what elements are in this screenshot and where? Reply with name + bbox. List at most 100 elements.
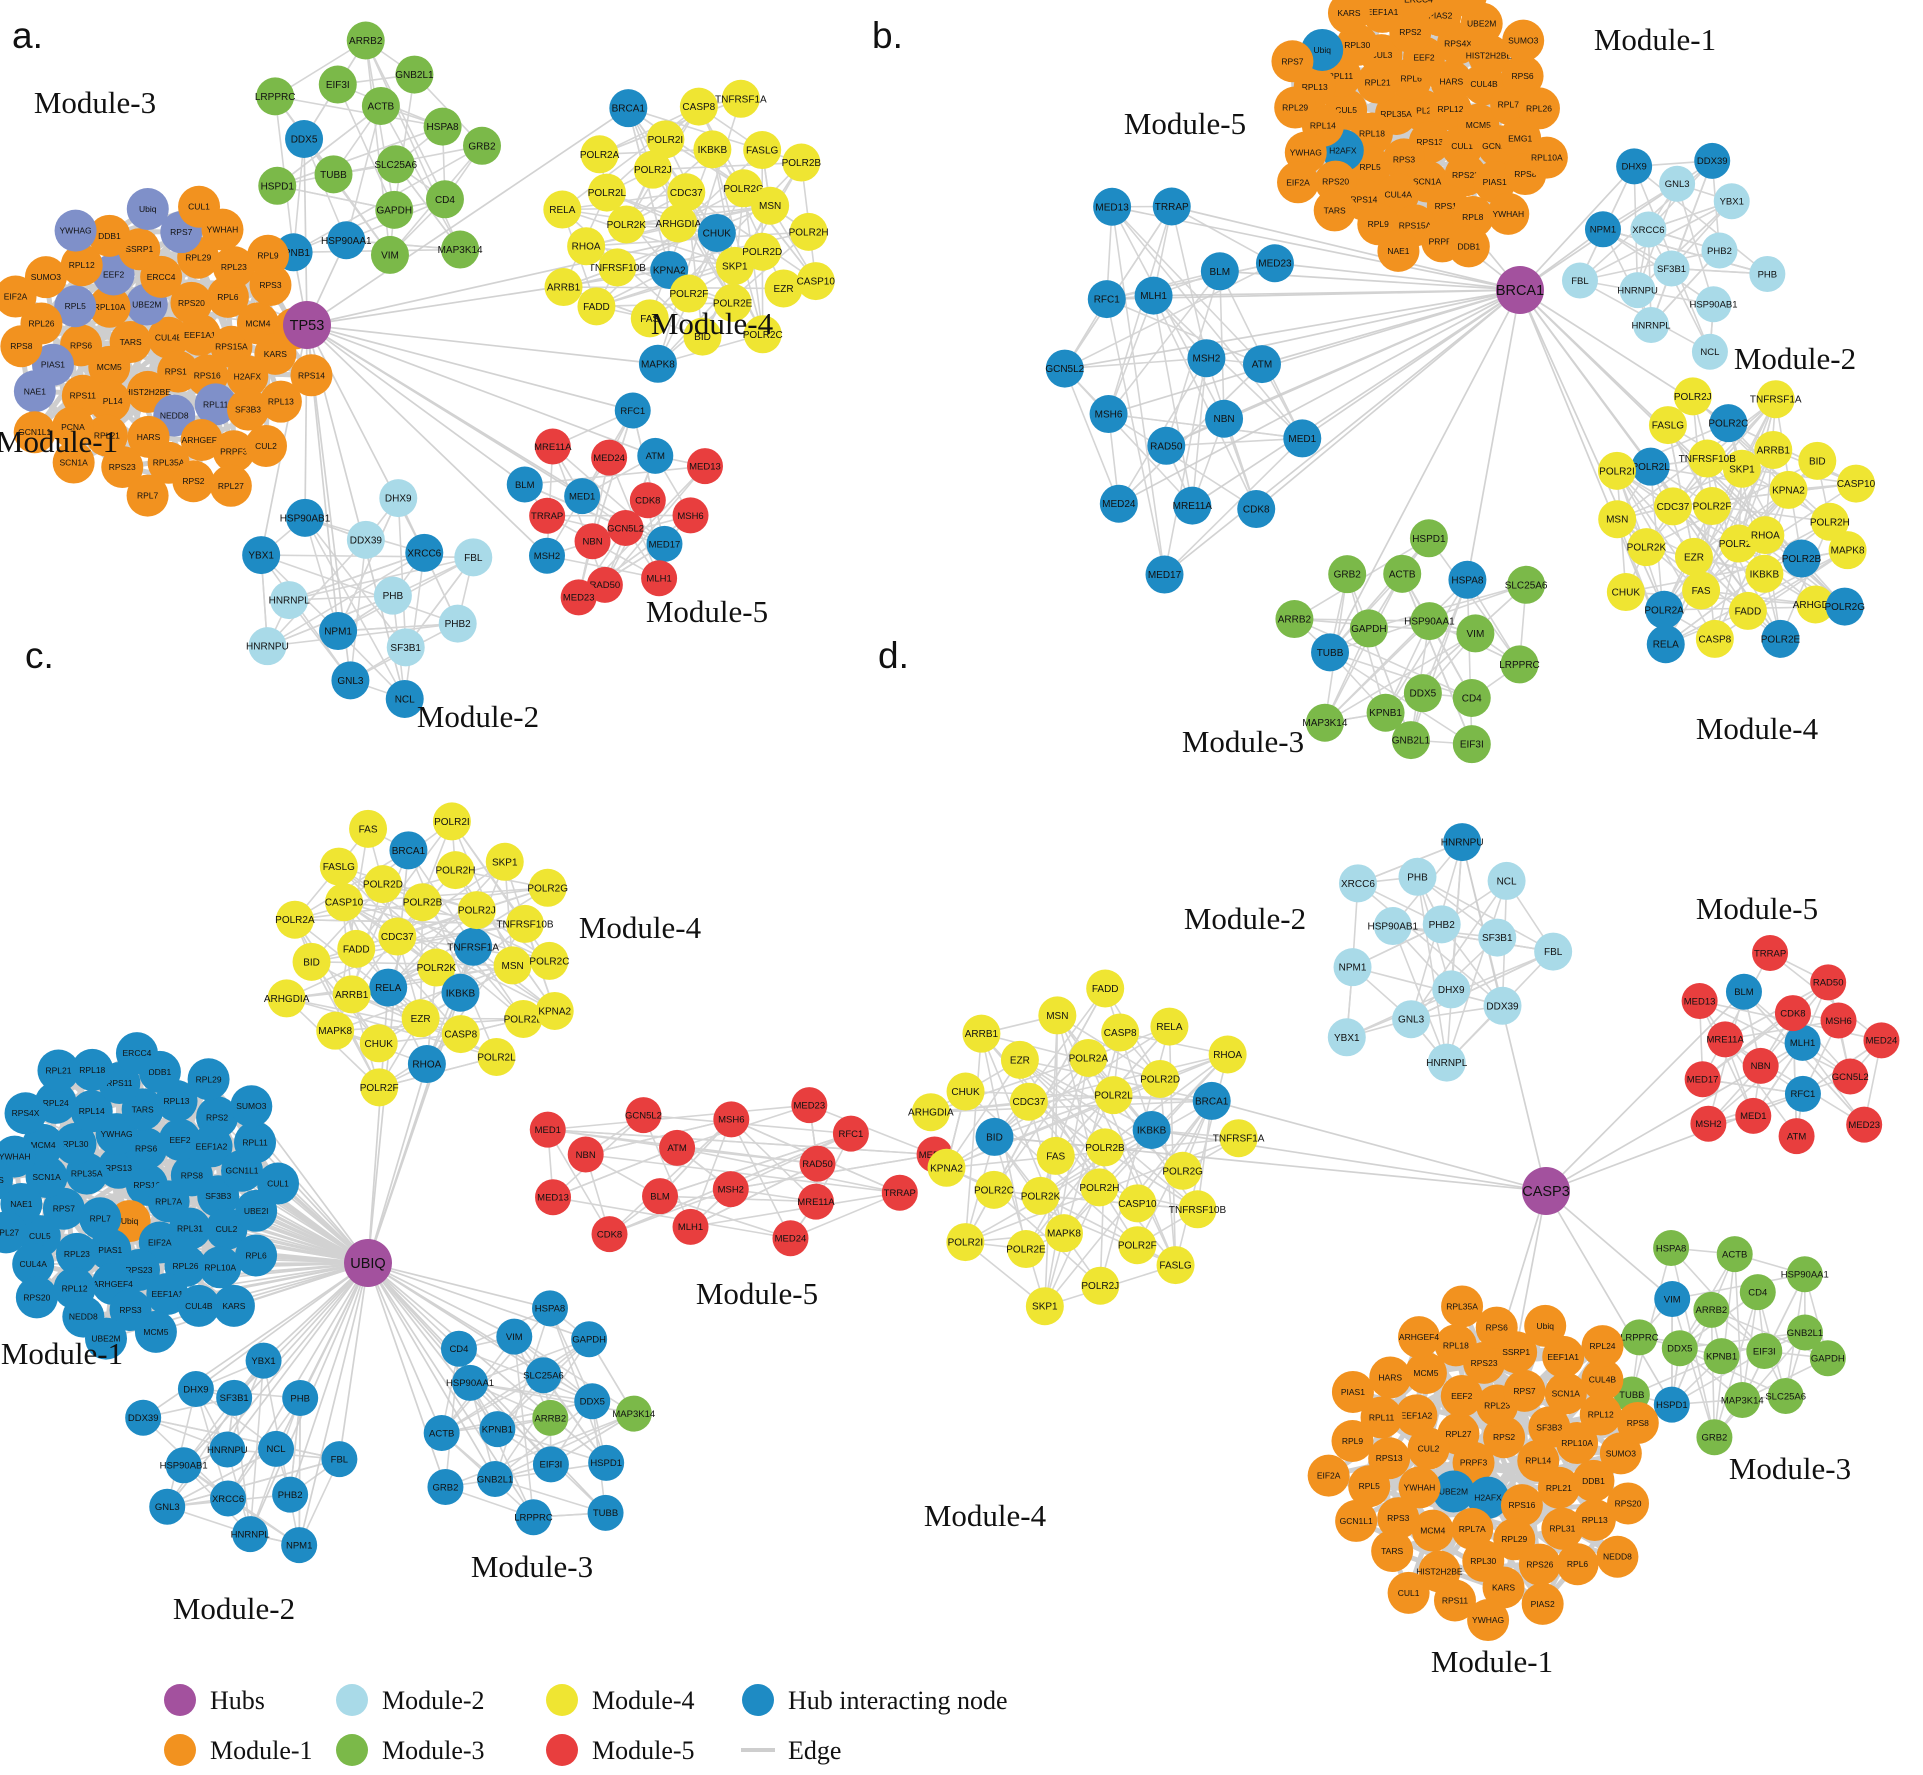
node-CHUK: CHUK (697, 213, 736, 252)
node-label: YWHAG (60, 226, 92, 236)
node-MLH1: MLH1 (1134, 276, 1173, 315)
node-RPS20: RPS20 (15, 1276, 58, 1319)
node-label: POLR2A (1644, 605, 1684, 616)
node-UBE2M: UBE2M (1432, 1470, 1475, 1513)
node-ATM: ATM (1242, 345, 1281, 384)
node-label: FAS (359, 824, 378, 835)
node-HNRNPL: HNRNPL (1632, 307, 1671, 344)
node-label: MSH2 (534, 551, 560, 562)
node-label: MCM5 (97, 362, 122, 372)
panel-b-nodes: MSH2 RAD50 MLH1 NBN MSH6 BLM MRE11A RFC1 ATM MED2… (1045, 0, 1876, 764)
node-label: HSP90AA1 (446, 1378, 494, 1389)
node-MED13: MED13 (1093, 187, 1132, 226)
node-NCL: NCL (1691, 333, 1728, 370)
node-RPS8: RPS8 (1616, 1401, 1659, 1444)
node-EIF3I: EIF3I (1746, 1333, 1783, 1370)
node-label: POLR2D (742, 247, 782, 258)
node-label: UBE2I (244, 1206, 269, 1216)
legend-label: Hubs (210, 1686, 265, 1715)
node-label: TNFRSF10B (1169, 1205, 1227, 1216)
module-4-swatch (546, 1684, 578, 1716)
node-FASLG: FASLG (1648, 406, 1687, 445)
node-MED17: MED17 (646, 525, 683, 562)
node-label: EEF1A2 (196, 1141, 228, 1151)
node-label: EEF1A1 (184, 330, 216, 340)
node-label: GNB2L1 (1392, 736, 1431, 747)
hub-label: UBIQ (350, 1256, 385, 1272)
node-label: RPS26 (1526, 1560, 1553, 1570)
node-HSP90AB1: HSP90AB1 (280, 498, 331, 537)
node-label: MSN (759, 201, 781, 212)
node-label: NEDD8 (69, 1312, 98, 1322)
node-label: SCN1A (32, 1172, 61, 1182)
node-DDX5: DDX5 (285, 120, 324, 159)
node-RPL7: RPL7 (126, 474, 169, 517)
node-RPS7: RPS7 (1271, 40, 1314, 83)
node-label: MCM5 (143, 1327, 168, 1337)
node-POLR2E: POLR2E (713, 283, 753, 322)
node-RPL11: RPL11 (1360, 1396, 1403, 1439)
node-label: PIAS1 (41, 360, 65, 370)
node-label: HSP90AA1 (1404, 617, 1455, 628)
node-BLM: BLM (1725, 973, 1762, 1010)
node-label: MRE11A (1706, 1035, 1744, 1046)
node-label: DHX9 (183, 1384, 208, 1395)
panel-d-nodes: PHB2 DHX9 HSP90AB1 SF3B1 GNL3 PHB DDX39 NPM1 NCL… (908, 823, 1900, 1642)
node-label: IKBKB (698, 145, 728, 156)
node-label: POLR2I (948, 1238, 984, 1249)
node-CD4: CD4 (425, 180, 464, 219)
node-label: RPS13 (1376, 1453, 1403, 1463)
node-label: ACTB (1722, 1249, 1747, 1260)
module-label-c-Module-3: Module-3 (471, 1549, 593, 1584)
node-label: SKP1 (1729, 464, 1755, 475)
node-DDX39: DDX39 (125, 1399, 162, 1436)
node-label: SCN1A (1413, 176, 1442, 186)
node-label: RPL10A (204, 1262, 236, 1272)
node-ACTB: ACTB (423, 1414, 460, 1451)
node-label: ARHGDIA (264, 994, 310, 1005)
node-label: RPL35A (71, 1169, 103, 1179)
node-label: HARS (1378, 1372, 1402, 1382)
node-POLR2K: POLR2K (607, 205, 646, 244)
node-label: TRRAP (1754, 948, 1786, 959)
node-label: GNL3 (1665, 179, 1690, 190)
node-ACTB: ACTB (361, 86, 400, 125)
node-CD4: CD4 (440, 1330, 477, 1367)
node-label: EZR (1684, 552, 1704, 563)
node-label: RPS4X (1444, 38, 1472, 48)
node-RHOA: RHOA (567, 227, 606, 266)
node-label: KPNA2 (930, 1163, 963, 1174)
node-label: TARS (1381, 1546, 1403, 1556)
node-RPL11: RPL11 (234, 1121, 277, 1164)
node-label: NPM1 (1590, 225, 1616, 236)
node-RPS2: RPS2 (1483, 1416, 1526, 1459)
node-EIF3I: EIF3I (318, 65, 357, 104)
node-label: H2AFX (234, 371, 262, 381)
node-label: FADD (343, 944, 370, 955)
node-TNFRSF10B: TNFRSF10B (589, 248, 646, 287)
node-label: NAE1 (24, 386, 46, 396)
node-EEF1A1: EEF1A1 (1542, 1335, 1585, 1378)
node-KARS: KARS (212, 1284, 255, 1327)
node-label: POLR2E (1761, 634, 1801, 645)
node-label: RAD50 (1813, 978, 1844, 989)
node-POLR2I: POLR2I (646, 120, 685, 159)
module-label-d-Module-4: Module-4 (924, 1498, 1047, 1533)
node-MRE11A: MRE11A (534, 428, 572, 465)
node-label: POLR2G (1824, 602, 1865, 613)
legend-label: Module-4 (592, 1686, 695, 1715)
node-label: RPL7 (137, 491, 159, 501)
node-KARS: KARS (1327, 0, 1370, 35)
node-label: PHB2 (278, 1490, 303, 1501)
node-label: EIF3I (540, 1460, 563, 1471)
node-label: MAP3K14 (1721, 1395, 1764, 1406)
node-MED24: MED24 (1099, 484, 1138, 523)
node-NPM1: NPM1 (281, 1527, 318, 1564)
node-label: RPS8 (10, 341, 32, 351)
module-5-swatch (546, 1734, 578, 1766)
node-KARS: KARS (1482, 1566, 1525, 1609)
node-label: GNB2L1 (477, 1474, 513, 1485)
node-PHB2: PHB2 (1701, 232, 1738, 269)
node-label: HSPD1 (261, 181, 295, 192)
node-label: DDX39 (1697, 156, 1728, 167)
